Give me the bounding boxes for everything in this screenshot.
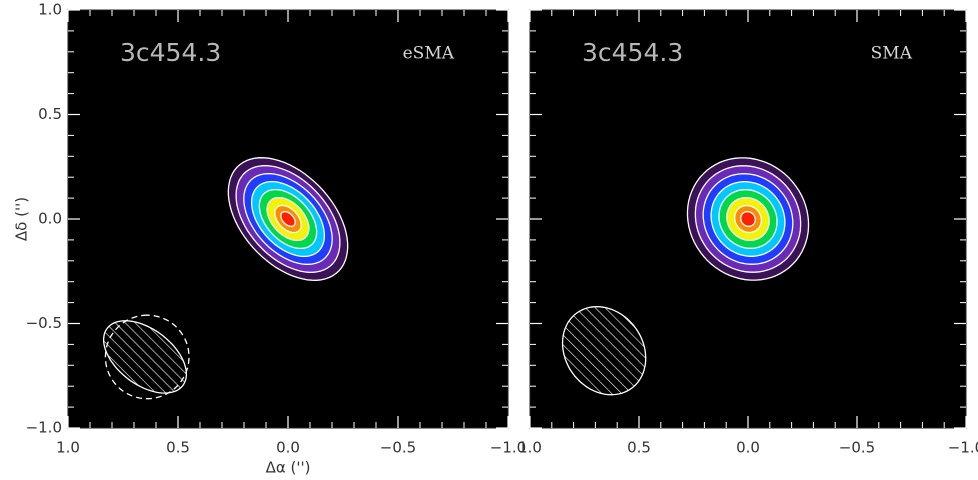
y-tick-label: −0.5 [26, 314, 62, 332]
contour-level [741, 212, 756, 227]
x-tick-label: 1.0 [56, 439, 80, 457]
x-tick-label: 0.0 [736, 439, 760, 457]
x-tick-label: −0.5 [839, 439, 875, 457]
x-axis-label: Δα ('') [266, 459, 311, 477]
y-tick-label: 0.0 [38, 210, 62, 228]
x-tick-label: −1.0 [948, 439, 978, 457]
y-tick-label: −1.0 [26, 419, 62, 437]
x-tick-label: 0.5 [166, 439, 190, 457]
source-label: 3c454.3 [582, 38, 683, 67]
figure: 1.0 0.5 0.0 −0.5 −1.0 −1.0 −0.5 0.0 0.5 1.0 3c454.… [0, 0, 978, 480]
y-tick-label: 1.0 [38, 1, 62, 19]
x-tick-label: 1.0 [518, 439, 542, 457]
x-tick-label: 0.0 [276, 439, 300, 457]
x-tick-label: −0.5 [380, 439, 416, 457]
array-label: SMA [871, 44, 913, 64]
x-tick-label: 0.5 [627, 439, 651, 457]
y-tick-label: 0.5 [38, 105, 62, 123]
source-label: 3c454.3 [120, 38, 221, 67]
array-label: eSMA [403, 44, 455, 64]
y-axis-label: Δδ ('') [13, 197, 31, 241]
